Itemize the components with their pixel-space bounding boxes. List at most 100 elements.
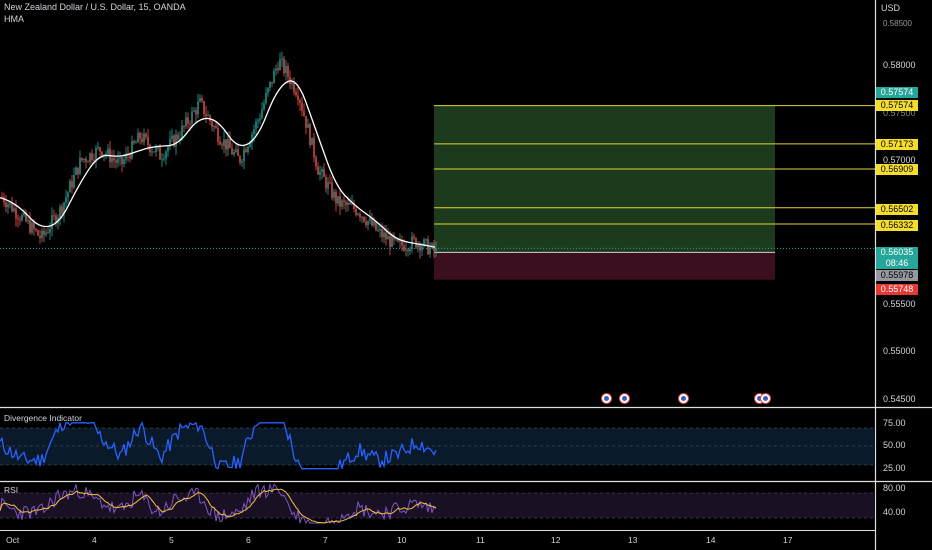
candle (161, 159, 163, 161)
candle (263, 103, 265, 110)
candle (425, 239, 427, 241)
candle (99, 147, 101, 152)
candle (239, 156, 241, 163)
level-badge: 0.57173 (876, 139, 918, 150)
candle (385, 232, 387, 240)
candle (145, 133, 147, 137)
candle (297, 95, 299, 101)
candle (165, 151, 167, 159)
rsi-pane-title[interactable]: RSI (4, 485, 19, 495)
time-tick: 11 (476, 535, 485, 545)
candle (269, 81, 271, 89)
candle (105, 154, 107, 156)
candle (225, 139, 227, 150)
candle (115, 160, 117, 163)
candle (77, 167, 79, 175)
candle (37, 230, 39, 236)
candle (291, 81, 293, 85)
candle (153, 151, 155, 153)
hma-line (0, 80, 436, 248)
currency-label[interactable]: USD (881, 3, 901, 13)
candle (231, 148, 233, 155)
divergence-pane-title[interactable]: Divergence Indicator (4, 413, 82, 423)
candle (137, 132, 139, 143)
economic-event-icon[interactable] (601, 393, 612, 404)
candle (111, 158, 113, 163)
candle (265, 93, 267, 104)
candle (249, 142, 251, 147)
candle (325, 176, 327, 189)
candle (337, 196, 339, 204)
candle (295, 92, 297, 96)
candle (35, 228, 37, 231)
candle (133, 141, 135, 144)
divergence-tick: 25.00 (883, 463, 906, 473)
candle (367, 220, 369, 226)
candle (227, 139, 229, 150)
time-tick: 4 (92, 535, 97, 545)
candle (341, 200, 343, 207)
candle (359, 213, 361, 218)
candle (1, 196, 3, 198)
candle (299, 100, 301, 103)
candle (273, 70, 275, 84)
candle (279, 59, 281, 70)
candle (203, 101, 205, 115)
rsi-tick: 40.00 (883, 507, 906, 517)
level-badge: 0.56909 (876, 164, 918, 175)
economic-event-icon[interactable] (760, 393, 771, 404)
price-tick: 0.57500 (883, 108, 916, 118)
candle (243, 149, 245, 162)
candle (19, 219, 21, 221)
candle (9, 202, 11, 205)
target-price-badge: 0.57574 (876, 87, 918, 98)
candle (201, 98, 203, 102)
candle (415, 238, 417, 248)
candle (167, 147, 169, 152)
candle (401, 240, 403, 246)
candle (143, 133, 145, 143)
economic-event-icon[interactable] (678, 393, 689, 404)
current-price-badge: 0.56035 08:46 (876, 247, 918, 269)
candle (13, 208, 15, 212)
candle (397, 238, 399, 242)
candle (159, 147, 161, 160)
candle (189, 123, 191, 125)
divergence-line (0, 421, 437, 470)
candle (39, 235, 41, 239)
candle (79, 157, 81, 175)
candle (21, 215, 23, 221)
candle (75, 167, 77, 175)
candle (197, 101, 199, 115)
candle (89, 153, 91, 162)
price-tick: 0.55000 (883, 346, 916, 356)
candle (155, 147, 157, 153)
candle (187, 117, 189, 124)
candle (373, 221, 375, 226)
candle (323, 169, 325, 177)
candle (339, 196, 341, 207)
time-tick: 10 (397, 535, 407, 545)
candle (301, 102, 303, 111)
candle (181, 126, 183, 139)
candle (139, 132, 141, 139)
candle (379, 229, 381, 231)
candle (69, 181, 71, 193)
candle (431, 243, 433, 248)
candle (49, 228, 51, 233)
candle (355, 209, 357, 215)
candle (391, 234, 393, 247)
candle (81, 157, 83, 160)
candle (417, 243, 419, 248)
candle (91, 153, 93, 160)
time-tick: 6 (246, 535, 251, 545)
candle (183, 126, 185, 128)
candle (315, 157, 317, 167)
candle (51, 215, 53, 229)
economic-event-icon[interactable] (619, 393, 630, 404)
candle (343, 200, 345, 203)
candle (33, 222, 35, 229)
candle (247, 146, 249, 153)
candle (123, 159, 125, 165)
